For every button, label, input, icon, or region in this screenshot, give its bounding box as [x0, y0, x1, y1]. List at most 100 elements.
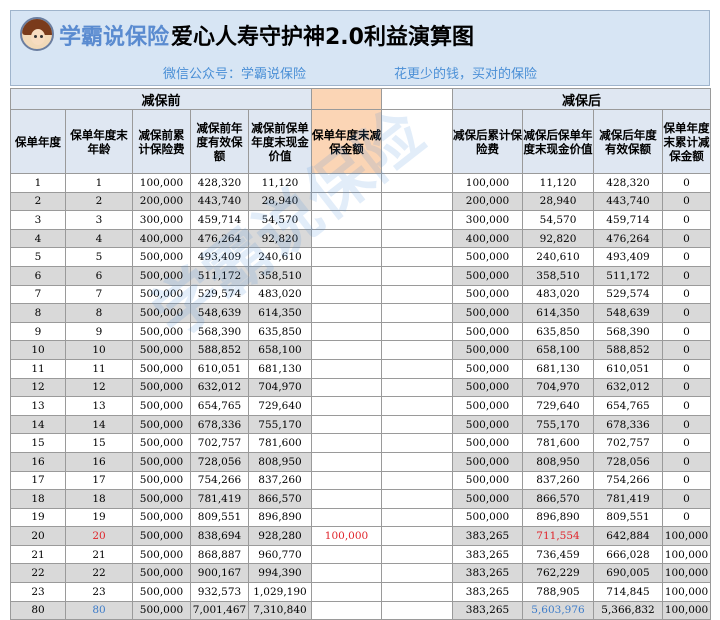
table-cell: 714,845	[593, 582, 664, 602]
table-cell: 568,390	[593, 321, 664, 342]
table-cell: 610,051	[593, 358, 664, 379]
table-cell: 681,130	[522, 358, 595, 379]
table-cell: 21	[10, 544, 66, 565]
table-cell: 588,852	[593, 340, 664, 360]
table-cell: 500,000	[132, 489, 191, 509]
row-gap	[381, 358, 454, 379]
table-cell: 728,056	[593, 451, 664, 472]
column-header: 减保后累计保险费	[452, 109, 524, 174]
table-cell	[311, 489, 383, 509]
table-cell: 100,000	[662, 563, 712, 584]
table-cell: 635,850	[522, 321, 595, 342]
table-cell: 400,000	[452, 228, 524, 249]
table-row: 6 6 500,000 511,172 358,510 500,000 358,510 511…	[10, 265, 712, 286]
row-gap	[381, 526, 454, 546]
column-header: 保单年度末累计减保金额	[662, 109, 712, 174]
table-row: 1 1 100,000 428,320 11,120 100,000 11,120 428,3…	[10, 173, 712, 193]
slogan: 花更少的钱，买对的保险	[394, 67, 538, 82]
table-cell: 7	[65, 284, 133, 305]
table-cell: 500,000	[452, 265, 524, 286]
table-cell: 6	[65, 265, 133, 286]
table-cell: 92,820	[522, 228, 595, 249]
table-cell: 10	[65, 340, 133, 360]
table-cell: 500,000	[452, 340, 524, 360]
table-cell: 658,100	[522, 340, 595, 360]
table-cell: 511,172	[190, 265, 249, 286]
table-cell: 100,000	[662, 582, 712, 602]
table-cell	[311, 321, 383, 342]
table-cell: 6	[10, 265, 66, 286]
table-cell: 80	[65, 600, 133, 620]
table-cell: 0	[662, 210, 712, 230]
table-cell: 493,409	[593, 247, 664, 267]
table-cell: 0	[662, 303, 712, 323]
table-cell: 383,265	[452, 563, 524, 584]
row-gap	[381, 507, 454, 528]
table-cell: 14	[10, 414, 66, 435]
table-cell	[311, 210, 383, 230]
table-cell: 9	[65, 321, 133, 342]
table-row: 2 2 200,000 443,740 28,940 200,000 28,940 443,7…	[10, 191, 712, 212]
table-row: 19 19 500,000 809,551 896,890 500,000 896,890 8…	[10, 507, 712, 528]
table-cell: 3	[10, 210, 66, 230]
table-cell: 868,887	[190, 544, 249, 565]
table-cell: 459,714	[593, 210, 664, 230]
table-cell: 0	[662, 228, 712, 249]
table-cell: 11	[10, 358, 66, 379]
illustration-sheet: 学霸说保险 爱心人寿守护神2.0利益演算图 微信公众号：学霸说保险 花更少的钱，…	[9, 10, 712, 620]
row-gap	[381, 600, 454, 620]
group-header-row: 减保前 减保后	[9, 88, 712, 110]
table-cell: 0	[662, 265, 712, 286]
table-cell: 548,639	[593, 303, 664, 323]
table-cell: 755,170	[247, 414, 313, 435]
table-cell: 728,056	[190, 451, 249, 472]
table-cell: 28,940	[522, 191, 595, 212]
table-cell: 92,820	[247, 228, 313, 249]
table-cell: 12	[65, 377, 133, 398]
table-cell: 20	[65, 526, 133, 546]
table-cell: 808,950	[247, 451, 313, 472]
table-cell: 500,000	[132, 582, 191, 602]
group-before-label: 减保前	[9, 88, 313, 110]
table-cell: 500,000	[132, 377, 191, 398]
table-row: 9 9 500,000 568,390 635,850 500,000 635,850 568…	[10, 321, 712, 342]
table-cell: 12	[10, 377, 66, 398]
row-gap	[381, 451, 454, 472]
table-row: 10 10 500,000 588,852 658,100 500,000 658,100 5…	[10, 340, 712, 360]
table-cell: 500,000	[452, 433, 524, 453]
table-cell: 500,000	[452, 451, 524, 472]
table-row: 17 17 500,000 754,266 837,260 500,000 837,260 7…	[10, 470, 712, 491]
table-cell: 240,610	[247, 247, 313, 267]
table-cell	[311, 228, 383, 249]
table-cell: 548,639	[190, 303, 249, 323]
table-cell: 240,610	[522, 247, 595, 267]
table-row: 14 14 500,000 678,336 755,170 500,000 755,170 6…	[10, 414, 712, 435]
table-cell: 16	[65, 451, 133, 472]
table-cell: 654,765	[593, 396, 664, 416]
table-cell	[311, 507, 383, 528]
table-cell: 11,120	[522, 173, 595, 193]
table-row: 13 13 500,000 654,765 729,640 500,000 729,640 6…	[10, 396, 712, 416]
table-cell: 994,390	[247, 563, 313, 584]
table-cell: 9	[10, 321, 66, 342]
table-row: 8 8 500,000 548,639 614,350 500,000 614,350 548…	[10, 303, 712, 323]
table-cell: 568,390	[190, 321, 249, 342]
table-cell: 0	[662, 489, 712, 509]
table-cell: 13	[10, 396, 66, 416]
table-cell	[311, 173, 383, 193]
table-cell: 7,001,467	[190, 600, 249, 620]
table-cell: 500,000	[132, 507, 191, 528]
table-cell: 100,000	[452, 173, 524, 193]
table-cell: 0	[662, 340, 712, 360]
table-row: 16 16 500,000 728,056 808,950 500,000 808,950 7…	[10, 451, 712, 472]
table-cell: 500,000	[132, 526, 191, 546]
table-cell: 300,000	[452, 210, 524, 230]
table-cell: 428,320	[190, 173, 249, 193]
table-cell: 7,310,840	[247, 600, 313, 620]
table-cell: 21	[65, 544, 133, 565]
table-cell: 383,265	[452, 582, 524, 602]
table-cell: 100,000	[662, 600, 712, 620]
column-gap	[381, 109, 454, 174]
row-gap	[381, 228, 454, 249]
table-cell: 0	[662, 284, 712, 305]
